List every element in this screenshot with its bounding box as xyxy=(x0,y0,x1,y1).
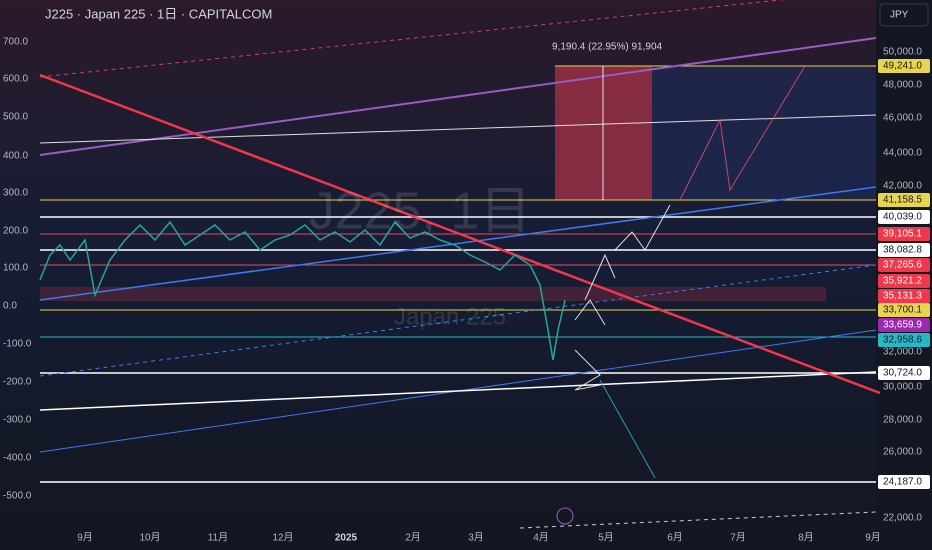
price-label: 33,659.9 xyxy=(883,320,922,331)
left-axis-label: 500.0 xyxy=(3,112,28,123)
price-path xyxy=(39,220,566,361)
time-axis-label: 6月 xyxy=(667,532,683,544)
price-label: 35,921.2 xyxy=(883,276,922,287)
price-label-bg xyxy=(878,274,930,288)
price-label: 33,700.1 xyxy=(883,305,922,316)
left-axis-label: -400.0 xyxy=(3,453,32,464)
time-axis-label: 7月 xyxy=(730,532,746,544)
right-axis-label: 32,000.0 xyxy=(883,347,922,358)
currency-button[interactable] xyxy=(879,3,929,27)
price-label: 32,958.6 xyxy=(883,335,922,346)
right-axis-label: 48,000.0 xyxy=(883,80,922,91)
left-axis-label: 700.0 xyxy=(3,37,28,48)
price-label-bg xyxy=(878,333,930,347)
right-axis-label: 26,000.0 xyxy=(883,447,922,458)
price-label-bg xyxy=(878,289,930,303)
price-label: 38,082.8 xyxy=(883,245,922,256)
price-label-bg xyxy=(878,227,930,241)
time-axis-label: 9月 xyxy=(865,532,881,544)
left-axis-label: 300.0 xyxy=(3,188,28,199)
left-axis-label: 100.0 xyxy=(3,263,28,274)
price-label-bg xyxy=(878,59,930,73)
left-axis-label: 600.0 xyxy=(3,74,28,85)
price-label: 39,105.1 xyxy=(883,229,922,240)
price-label-bg xyxy=(878,193,930,207)
event-icon[interactable] xyxy=(556,507,574,525)
time-axis-label: 11月 xyxy=(208,532,228,544)
left-axis-label: 0.0 xyxy=(3,301,17,312)
price-label-bg xyxy=(878,243,930,257)
time-axis-label: 3月 xyxy=(468,532,484,544)
price-label-bg xyxy=(878,475,930,489)
time-axis-label: 8月 xyxy=(798,532,814,544)
price-label: 41,158.5 xyxy=(883,195,922,206)
price-label-bg xyxy=(878,303,930,317)
axes: 700.0 600.0 500.0 400.0 300.0 200.0 100.0 0.0 -1… xyxy=(3,37,930,544)
left-axis-label: 400.0 xyxy=(3,151,28,162)
trend-lines xyxy=(39,0,881,529)
left-axis-label: 200.0 xyxy=(3,226,28,237)
measure-annotation: 9,190.4 (22.95%) 91,904 xyxy=(552,42,663,53)
left-axis-label: -500.0 xyxy=(3,491,32,502)
right-axis-label: 42,000.0 xyxy=(883,181,922,192)
price-label: 24,187.0 xyxy=(883,477,922,488)
price-label-bg xyxy=(878,210,930,224)
watermark-symbol: J225, 1日 xyxy=(309,183,532,241)
resistance-zone xyxy=(40,287,826,301)
projection-arrows xyxy=(574,65,806,479)
price-label: 49,241.0 xyxy=(883,61,922,72)
right-axis-label: 28,000.0 xyxy=(883,415,922,426)
time-axis-label: 2月 xyxy=(405,532,421,544)
price-label: 37,265.6 xyxy=(883,260,922,271)
time-axis-label: 4月 xyxy=(533,532,549,544)
price-label: 30,724.0 xyxy=(883,368,922,379)
right-axis-label: 22,000.0 xyxy=(883,513,922,524)
price-label: 35,131.3 xyxy=(883,291,922,302)
right-axis-label: 50,000.0 xyxy=(883,47,922,58)
price-label-bg xyxy=(878,258,930,272)
price-label: 40,039.0 xyxy=(883,212,922,223)
time-axis-label: 2025 xyxy=(335,533,358,544)
chart-title: J225 · Japan 225 · 1日 · CAPITALCOM xyxy=(45,6,272,21)
left-axis-label: -100.0 xyxy=(3,339,32,350)
watermark-name: Japan 225 xyxy=(394,303,506,330)
horizontal-levels xyxy=(40,65,876,483)
left-axis-label: -200.0 xyxy=(3,377,32,388)
left-axis-label: -300.0 xyxy=(3,415,32,426)
time-axis-label: 10月 xyxy=(139,532,160,544)
right-axis-label: 30,000.0 xyxy=(883,382,922,393)
right-axis-label: 44,000.0 xyxy=(883,148,922,159)
right-axis-label: 46,000.0 xyxy=(883,113,922,124)
price-label-bg xyxy=(878,318,930,332)
time-axis-label: 5月 xyxy=(598,532,614,544)
currency-label[interactable]: JPY xyxy=(890,10,909,21)
time-axis-label: 12月 xyxy=(272,532,293,544)
price-label-bg xyxy=(878,366,930,380)
time-axis-label: 9月 xyxy=(77,532,93,544)
